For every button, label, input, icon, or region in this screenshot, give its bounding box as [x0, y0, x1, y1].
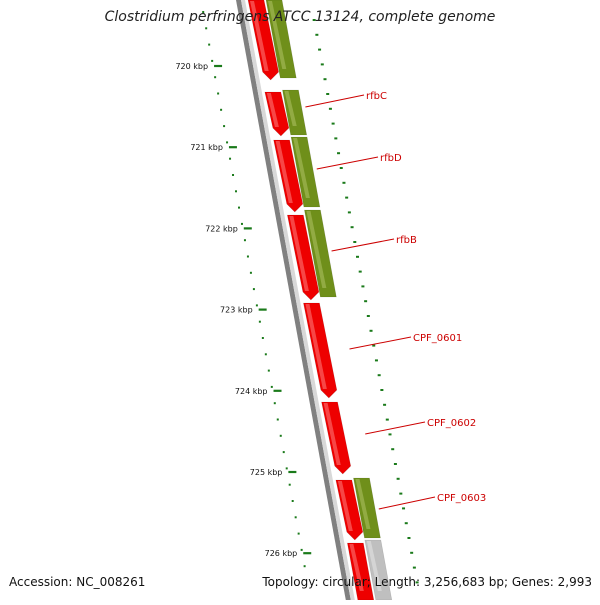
reverse-gene-block-shine: [293, 138, 310, 198]
labels: 720 kbp 721 kbp 722 kbp 723 kbp 724 kbp 725 k…: [175, 62, 486, 558]
gene-label: rfbD: [380, 153, 402, 164]
kbp-label: 720 kbp: [175, 62, 208, 71]
gene-leader-line: [349, 336, 412, 350]
reverse-gene-block-shine: [306, 211, 327, 288]
kbp-label: 725 kbp: [250, 468, 283, 477]
gene-label: rfbB: [396, 235, 417, 246]
reverse-gene-block-shine: [268, 1, 287, 69]
gene-leader-line: [365, 421, 426, 435]
backbone-line: [236, 0, 351, 600]
backbone: [236, 0, 355, 600]
reverse-gene-block-shine: [355, 479, 371, 529]
forward-gene-arrow-shine: [275, 141, 293, 203]
kbp-label: 723 kbp: [220, 306, 253, 315]
gene-label: CPF_0601: [413, 333, 462, 344]
forward-gene-arrow-shine: [349, 544, 364, 591]
tick-marks: [202, 11, 419, 584]
map-title: Clostridium perfringens ATCC 13124, comp…: [104, 9, 496, 25]
forward-gene-arrow-shine: [337, 481, 353, 531]
kbp-label: 724 kbp: [235, 387, 268, 396]
kbp-label: 721 kbp: [190, 143, 223, 152]
forward-gene-arrow-shine: [250, 1, 269, 71]
gene-leader-line: [305, 94, 365, 108]
gene-leader-line: [316, 156, 379, 170]
genome-info: Topology: circular; Length: 3,256,683 bp…: [262, 575, 592, 589]
forward-gene-arrow-shine: [323, 403, 341, 465]
reverse-gene-block-shine: [284, 91, 297, 126]
forward-gene-arrow-shine: [305, 304, 327, 389]
forward-gene-arrow-shine: [266, 93, 279, 127]
kbp-label: 726 kbp: [265, 549, 298, 558]
accession-label: Accession: NC_008261: [9, 575, 146, 589]
other-feature-block-shine: [366, 541, 382, 591]
forward-gene-arrow-shine: [289, 216, 309, 291]
features: [247, 0, 393, 601]
gene-label: rfbC: [366, 91, 387, 102]
kbp-label: 722 kbp: [205, 224, 238, 233]
backbone-shade: [241, 0, 355, 600]
gene-label: CPF_0602: [427, 418, 476, 429]
gene-leader-line: [378, 496, 436, 510]
gene-leader-line: [331, 238, 395, 252]
gene-label: CPF_0603: [437, 493, 486, 504]
